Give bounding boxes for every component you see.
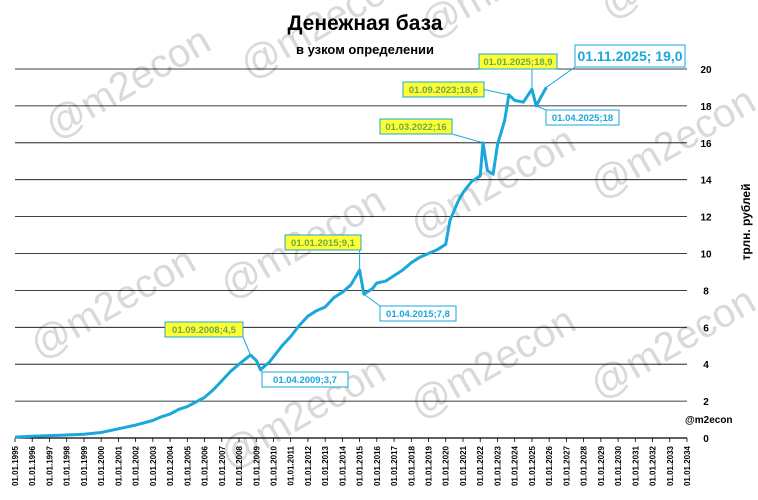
x-tick-label: 01.01.2026 (545, 445, 554, 486)
x-tick-label: 01.01.2019 (425, 445, 434, 486)
x-tick-label: 01.01.2010 (269, 445, 278, 486)
x-tick-label: 01.01.2004 (166, 445, 175, 486)
credit-label: @m2econ (685, 415, 733, 426)
x-tick-label: 01.01.2008 (235, 445, 244, 486)
x-tick-label: 01.01.2034 (683, 445, 692, 486)
x-tick-label: 01.01.2016 (373, 445, 382, 486)
x-tick-label: 01.01.2033 (666, 445, 675, 486)
x-tick-label: 01.01.2028 (580, 445, 589, 486)
x-tick-label: 01.01.2031 (631, 445, 640, 486)
x-tick-label: 01.01.2002 (132, 445, 141, 486)
x-tick-label: 01.01.2018 (407, 445, 416, 486)
annotation-label: 01.09.2008;4,5 (172, 325, 237, 336)
y-tick-label: 10 (700, 250, 712, 261)
x-tick-label: 01.01.2003 (149, 445, 158, 486)
y-axis-label: трлн. рублей (739, 184, 753, 261)
y-tick-label: 18 (700, 102, 712, 113)
y-tick-label: 20 (700, 65, 712, 76)
y-tick-label: 2 (703, 397, 709, 408)
annotation-label: 01.03.2022;16 (385, 122, 446, 133)
x-tick-label: 01.01.2029 (597, 445, 606, 486)
annotation-label: 01.11.2025; 19,0 (577, 48, 682, 64)
x-tick-label: 01.01.2030 (614, 445, 623, 486)
x-tick-label: 01.01.1999 (80, 445, 89, 486)
x-tick-label: 01.01.2023 (493, 445, 502, 486)
annotation-label: 01.04.2015;7,8 (386, 309, 450, 320)
x-tick-label: 01.01.2014 (338, 445, 347, 486)
x-tick-label: 01.01.1995 (11, 445, 20, 486)
x-tick-label: 01.01.2001 (114, 445, 123, 486)
y-tick-label: 12 (700, 213, 712, 224)
x-tick-label: 01.01.2007 (218, 445, 227, 486)
x-tick-label: 01.01.1997 (45, 445, 54, 486)
x-tick-label: 01.01.2032 (649, 445, 658, 486)
x-tick-label: 01.01.2024 (511, 445, 520, 486)
x-tick-label: 01.01.2025 (528, 445, 537, 486)
x-tick-label: 01.01.2013 (321, 445, 330, 486)
chart-subtitle: в узком определении (296, 42, 434, 57)
x-tick-label: 01.01.2000 (97, 445, 106, 486)
y-tick-label: 0 (703, 434, 709, 445)
x-tick-label: 01.01.2020 (442, 445, 451, 486)
x-tick-label: 01.01.2006 (201, 445, 210, 486)
x-tick-label: 01.01.2022 (476, 445, 485, 486)
y-tick-label: 4 (703, 360, 709, 371)
annotation-label: 01.09.2023;18,6 (409, 85, 478, 96)
x-tick-label: 01.01.2027 (562, 445, 571, 486)
chart-title: Денежная база (287, 12, 442, 35)
x-tick-label: 01.01.2021 (459, 445, 468, 486)
annotation-label: 01.04.2025;18 (552, 113, 613, 124)
y-tick-label: 8 (703, 286, 709, 297)
x-tick-label: 01.01.2017 (390, 445, 399, 486)
y-tick-label: 6 (703, 323, 709, 334)
x-tick-label: 01.01.2015 (356, 445, 365, 486)
annotation-label: 01.04.2009;3,7 (273, 375, 337, 386)
annotation-label: 01.01.2015;9,1 (291, 238, 356, 249)
x-tick-label: 01.01.2009 (252, 445, 261, 486)
x-tick-label: 01.01.1996 (28, 445, 37, 486)
x-tick-label: 01.01.2005 (183, 445, 192, 486)
x-tick-label: 01.01.2011 (287, 445, 296, 485)
annotation-label: 01.01.2025;18,9 (483, 57, 552, 68)
y-tick-label: 16 (700, 139, 712, 150)
x-tick-label: 01.01.1998 (63, 445, 72, 486)
y-tick-label: 14 (700, 176, 712, 187)
x-tick-label: 01.01.2012 (304, 445, 313, 486)
